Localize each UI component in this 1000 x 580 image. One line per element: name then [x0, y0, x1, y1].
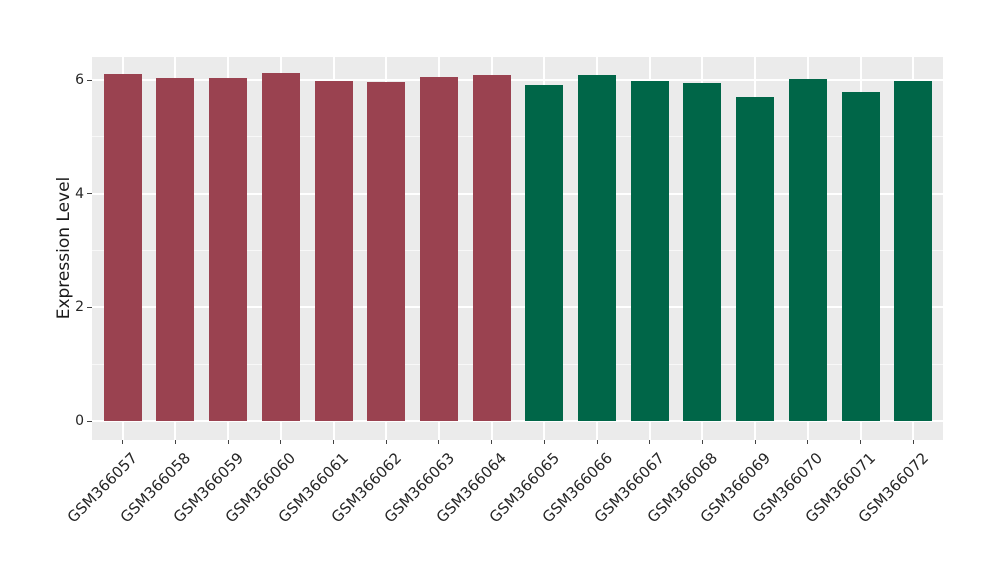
- gridline-h-minor: [92, 250, 943, 251]
- x-tick-mark: [649, 440, 651, 444]
- plot-panel: [92, 57, 943, 440]
- y-tick-label: 6: [75, 72, 84, 89]
- x-tick-mark: [280, 440, 282, 444]
- y-tick-label: 0: [75, 413, 84, 429]
- y-axis-title: Expression Level: [54, 176, 74, 320]
- gridline-h-major: [92, 192, 943, 195]
- y-tick-mark: [87, 79, 92, 81]
- x-tick-mark: [701, 440, 703, 444]
- gridline-h-minor: [92, 363, 943, 365]
- x-tick-mark: [807, 440, 809, 444]
- x-tick-mark: [491, 440, 493, 444]
- x-tick-mark: [122, 440, 124, 444]
- x-tick-mark: [333, 440, 334, 444]
- x-tick-mark: [754, 440, 756, 444]
- bar-gsm366066: [578, 74, 616, 421]
- gridline-h-minor: [92, 136, 943, 138]
- bar-gsm366060: [261, 73, 300, 421]
- y-tick-label: 4: [75, 185, 84, 202]
- y-tick-label: 2: [75, 299, 84, 316]
- x-tick-mark: [860, 440, 861, 444]
- bar-gsm366067: [630, 80, 669, 421]
- bar-gsm366064: [472, 74, 511, 421]
- bar-gsm366072: [894, 81, 933, 421]
- gridline-h-major: [92, 79, 943, 82]
- bar-gsm366063: [419, 77, 458, 421]
- x-tick-mark: [543, 440, 545, 444]
- x-tick-mark: [174, 440, 176, 444]
- bar-gsm366068: [683, 83, 722, 421]
- bar-gsm366061: [314, 81, 353, 421]
- bar-gsm366070: [788, 78, 827, 421]
- x-tick-mark: [912, 440, 914, 444]
- gridline-h-major: [92, 420, 943, 422]
- bar-gsm366057: [103, 74, 142, 421]
- x-tick-mark: [227, 440, 229, 444]
- bar-gsm366062: [367, 82, 406, 421]
- bar-gsm366069: [736, 97, 775, 421]
- x-tick-mark: [438, 440, 440, 444]
- y-tick-mark: [87, 193, 92, 195]
- x-tick-mark: [596, 440, 598, 444]
- bar-gsm366059: [209, 77, 248, 421]
- bar-gsm366071: [841, 91, 880, 421]
- bar-gsm366058: [156, 77, 195, 421]
- bar-gsm366065: [525, 85, 564, 421]
- gridline-h-major: [92, 306, 943, 309]
- x-tick-mark: [385, 440, 387, 444]
- y-tick-mark: [87, 420, 92, 422]
- y-tick-mark: [87, 306, 92, 308]
